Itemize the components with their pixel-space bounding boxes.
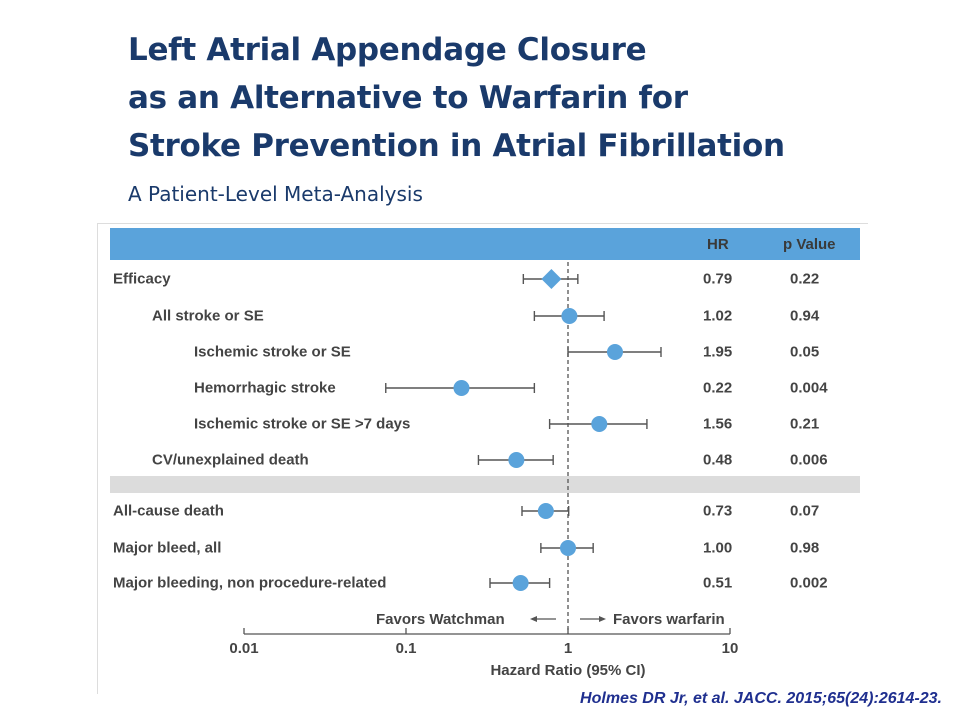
hr-point-marker: [561, 308, 578, 324]
hr-value: 1.95: [703, 343, 733, 361]
subtitle: A Patient-Level Meta-Analysis: [128, 182, 423, 206]
p-value: 0.004: [790, 379, 828, 397]
row-label: CV/unexplained death: [152, 451, 309, 469]
hr-point-marker: [508, 452, 525, 468]
p-value: 0.98: [790, 539, 820, 557]
hr-value: 1.02: [703, 307, 733, 325]
hr-column-header: HR: [707, 236, 729, 253]
x-tick-label: 10: [721, 640, 739, 657]
hr-value: 1.00: [703, 539, 733, 557]
row-label: Major bleed, all: [113, 539, 222, 557]
section-divider-band: [110, 476, 860, 493]
citation: Holmes DR Jr, et al. JACC. 2015;65(24):2…: [580, 690, 942, 707]
title-line-1: Left Atrial Appendage Closure: [128, 32, 647, 68]
row-label: All stroke or SE: [152, 307, 264, 325]
p-value: 0.94: [790, 307, 820, 325]
hr-point-marker: [560, 540, 576, 556]
arrow-left-head: [530, 616, 537, 622]
x-tick-label: 0.01: [229, 640, 259, 657]
hr-value: 0.48: [703, 451, 733, 469]
p-value: 0.22: [790, 270, 820, 288]
favors-right-label: Favors warfarin: [613, 611, 725, 628]
x-axis-label: Hazard Ratio (95% CI): [490, 662, 646, 679]
hr-value: 1.56: [703, 415, 733, 433]
title-line-3: Stroke Prevention in Atrial Fibrillation: [128, 128, 785, 164]
figure-panel: [97, 223, 868, 694]
p-value: 0.006: [790, 451, 828, 469]
table-header-bar: [110, 228, 860, 260]
p-value: 0.21: [790, 415, 820, 433]
p-value: 0.002: [790, 574, 828, 592]
hr-point-marker: [606, 344, 623, 360]
hr-diamond-marker: [541, 269, 562, 289]
x-tick-label: 1: [563, 640, 573, 657]
row-label: Efficacy: [113, 270, 171, 288]
row-label: Ischemic stroke or SE >7 days: [194, 415, 411, 433]
p-value: 0.07: [790, 502, 820, 520]
p-column-header: p Value: [783, 236, 836, 253]
row-label: All-cause death: [113, 502, 224, 520]
hr-value: 0.51: [703, 574, 733, 592]
hr-value: 0.73: [703, 502, 733, 520]
row-label: Major bleeding, non procedure-related: [113, 574, 387, 592]
arrow-right-head: [599, 616, 606, 622]
row-label: Hemorrhagic stroke: [194, 379, 336, 397]
x-tick-label: 0.1: [395, 640, 417, 657]
hr-value: 0.22: [703, 379, 733, 397]
title-line-2: as an Alternative to Warfarin for: [128, 80, 688, 116]
hr-point-marker: [512, 575, 529, 591]
hr-point-marker: [537, 503, 554, 519]
row-label: Ischemic stroke or SE: [194, 343, 351, 361]
p-value: 0.05: [790, 343, 820, 361]
hr-point-marker: [453, 380, 470, 396]
hr-point-marker: [591, 416, 608, 432]
favors-left-label: Favors Watchman: [376, 611, 505, 628]
hr-value: 0.79: [703, 270, 733, 288]
